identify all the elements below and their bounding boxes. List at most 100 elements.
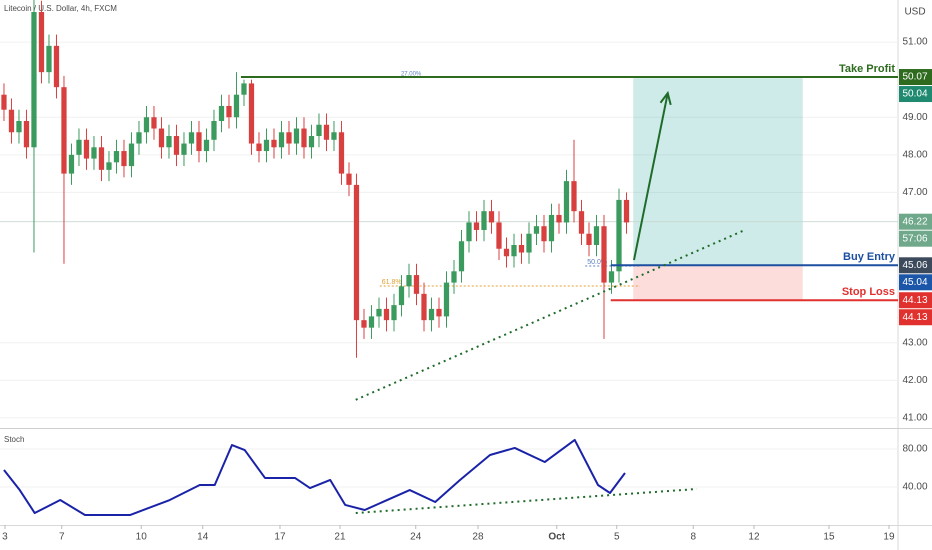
candle-body [226, 105, 232, 118]
candle-body [601, 226, 607, 283]
candle-body [68, 154, 75, 174]
candle-body [53, 45, 60, 88]
candle-body [241, 83, 247, 95]
candle-body [563, 181, 570, 223]
candle-body [166, 136, 172, 148]
candle-body [128, 143, 135, 167]
candle-body [143, 117, 150, 133]
price-label-box [899, 309, 932, 326]
x-tick-label: 28 [472, 532, 484, 543]
x-tick-label: 21 [334, 532, 346, 543]
x-tick-label: 7 [59, 532, 65, 543]
candle-body [91, 147, 97, 159]
candle-body [481, 211, 487, 230]
candle-body [181, 143, 187, 155]
candle-body [511, 245, 517, 257]
candle-body [233, 94, 240, 118]
x-tick-label: 12 [748, 532, 760, 543]
y-tick-label: 43.00 [902, 337, 927, 348]
candle-body [293, 128, 300, 144]
candle-body [383, 308, 390, 321]
candle-body [443, 282, 450, 317]
candle-body [136, 132, 142, 144]
candle-body [421, 293, 427, 321]
candle-body [376, 308, 382, 317]
candle-body [548, 214, 555, 242]
candle-body [368, 316, 375, 328]
candle-body [338, 132, 345, 174]
candle-body [188, 132, 195, 144]
candle-body [248, 83, 255, 144]
candle-body [616, 199, 622, 272]
candle-body [196, 132, 202, 152]
candle-body [451, 271, 457, 283]
price-label: 50.04 [902, 89, 927, 100]
candle-body [271, 139, 277, 148]
candle-body [541, 226, 547, 242]
price-label-box [899, 257, 932, 274]
candle-body [38, 12, 45, 73]
x-tick-label: 8 [690, 532, 696, 543]
candle-body [496, 222, 502, 249]
candle-body [323, 124, 330, 140]
stoch-line [3, 438, 626, 517]
candle-body [31, 12, 37, 148]
price-label: 45.04 [902, 277, 927, 288]
price-label: 46.22 [902, 216, 927, 227]
candle-body [211, 120, 217, 140]
chart-title: Litecoin / U.S. Dollar, 4h, FXCM [4, 4, 117, 13]
candle-body [316, 124, 322, 137]
price-label: 50.07 [902, 72, 927, 83]
y-tick-label: 49.00 [902, 112, 927, 123]
candle-body [353, 184, 360, 321]
price-label-box [899, 86, 932, 103]
candle-body [83, 139, 90, 159]
level-label: Stop Loss [842, 286, 895, 298]
y-tick-label: 51.00 [902, 37, 927, 48]
y-tick-label: 42.00 [902, 375, 927, 386]
candle-body [503, 248, 510, 257]
candle-body [533, 226, 540, 234]
x-tick-label: 24 [410, 532, 422, 543]
price-label: 45.06 [902, 260, 927, 271]
candle-body [308, 136, 315, 148]
candle-body [23, 120, 30, 148]
candle-body [398, 286, 405, 306]
candle-body [263, 139, 270, 152]
candle-body [428, 308, 435, 321]
candle-body [406, 275, 412, 287]
candle-body [1, 94, 7, 110]
candle-body [346, 173, 352, 185]
level-label: Take Profit [839, 63, 895, 75]
price-label-box [899, 69, 932, 86]
candle-body [391, 305, 397, 321]
candle-body [151, 117, 157, 129]
candle-body [586, 233, 592, 246]
candle-body [473, 222, 480, 230]
candle-body [278, 132, 285, 148]
x-tick-label: Oct [548, 532, 565, 543]
candle-body [203, 139, 210, 152]
candle-body [76, 139, 82, 155]
arrow-line [633, 92, 669, 261]
candle-body [61, 87, 67, 174]
x-tick-label: 14 [197, 532, 209, 543]
candle-body [623, 199, 630, 223]
x-tick-label: 19 [883, 532, 895, 543]
candle-body [331, 132, 337, 140]
price-label-box [899, 292, 932, 309]
candle-body [413, 275, 420, 294]
arrow-head [659, 90, 672, 106]
candle-body [8, 109, 15, 133]
currency: USD [904, 7, 925, 18]
candle-body [286, 132, 292, 144]
candle-body [98, 147, 105, 170]
candle-body [458, 241, 465, 272]
candle-body [608, 271, 615, 283]
candle-body [526, 233, 532, 253]
x-tick-label: 17 [274, 532, 286, 543]
candle-body [16, 120, 22, 133]
candle-body [466, 222, 472, 242]
level-note: 27.00% [401, 72, 422, 78]
